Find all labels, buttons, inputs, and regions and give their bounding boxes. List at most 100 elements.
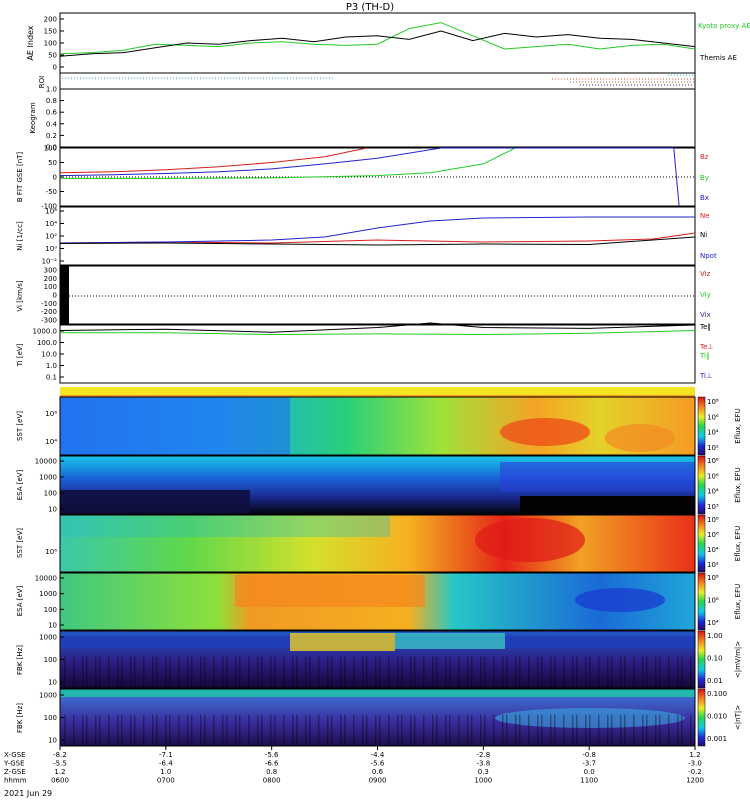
fbk-e-stripe — [95, 656, 97, 688]
ae-y-ticks: 200 150 100 50 0 — [44, 16, 64, 72]
fbk-e-stripe — [143, 656, 145, 688]
fbk-b-stripe — [296, 714, 298, 746]
bfield-tick-label: -100 — [41, 203, 57, 211]
fbk-b-stripe — [436, 714, 438, 746]
sst-electron-colorbar — [697, 396, 706, 456]
bz-line — [59, 147, 368, 174]
fbk-e-stripe — [484, 656, 486, 688]
fbk-b-stripe — [261, 714, 263, 746]
fbk-b-stripe — [550, 714, 552, 746]
fbk-e-stripe — [165, 656, 167, 688]
fbk-e-stripe — [99, 656, 101, 688]
esa-electron-colorbar-tick: 10⁶ — [707, 472, 719, 480]
fbk-e-stripe — [563, 656, 565, 688]
fbk-b-stripe — [156, 714, 158, 746]
x-axis-tick-label: 0.8 — [266, 768, 277, 776]
fbk-b-top-band — [60, 689, 695, 697]
fbk-e-stripe — [668, 656, 670, 688]
fbk-e-stripe — [677, 656, 679, 688]
legend-vix-label: Vix — [700, 311, 711, 319]
legend-bx-label: Bx — [700, 194, 709, 202]
fbk-e-stripe — [191, 656, 193, 688]
fbk-b-stripe — [130, 714, 132, 746]
fbk-e-stripe — [292, 656, 294, 688]
keogram-tick-label: 0.4 — [46, 120, 58, 128]
fbk-e-stripe — [327, 656, 329, 688]
fbk-b-stripe — [410, 714, 412, 746]
fbk-b-stripe — [191, 714, 193, 746]
x-axis-tick-label: -4.4 — [371, 751, 385, 759]
temperature-y-ticks: 1000.0 100.0 10.0 1.0 0.1 — [33, 328, 64, 382]
fbk-b-stripe — [362, 714, 364, 746]
fbk-b-stripe — [318, 714, 320, 746]
x-axis-tick-label: 0.6 — [372, 768, 384, 776]
esa-ion-tick-label: 10 — [48, 622, 57, 630]
ae-tick-label: 150 — [44, 28, 57, 36]
fbk-b-stripe — [515, 714, 517, 746]
sst-ion-tick: 10⁶ — [45, 548, 57, 556]
fbk-e-y-ticks: 1000 100 10 — [39, 634, 64, 687]
fbk-e-stripe — [130, 656, 132, 688]
velocity-tick-label: -100 — [41, 300, 57, 308]
keogram-y-label: Keogram — [29, 102, 37, 133]
fbk-e-stripe — [401, 656, 403, 688]
bfield-tick-label: 50 — [48, 159, 57, 167]
fbk-b-stripe — [117, 714, 119, 746]
fbk-b-stripe — [309, 714, 311, 746]
esa-ion-tick-label: 10000 — [35, 575, 57, 583]
fbk-b-stripe — [537, 714, 539, 746]
plot-title: P3 (TH-D) — [346, 2, 394, 13]
fbk-b-stripe — [467, 714, 469, 746]
velocity-tick-label: 200 — [44, 275, 57, 283]
x-axis-tick-label: -8.2 — [53, 751, 67, 759]
fbk-e-stripe — [642, 656, 644, 688]
roi-frame — [59, 72, 696, 90]
fbk-e-stripe — [204, 656, 206, 688]
fbk-e-stripe — [659, 656, 661, 688]
sst-electron-frame — [59, 396, 696, 456]
ae-tick-label: 0 — [53, 64, 57, 72]
fbk-e-stripe — [589, 656, 591, 688]
x-axis-row-label: Y-GSE — [3, 760, 25, 768]
fbk-b-stripe — [64, 714, 66, 746]
fbk-e-stripe — [257, 656, 259, 688]
fbk-b-stripe — [331, 714, 333, 746]
x-axis-tick-label: 1200 — [686, 777, 704, 785]
fbk-e-stripe — [283, 656, 285, 688]
esa-electron-colorbar-label: Eflux, EFU — [734, 467, 742, 502]
sst-ion-colorbar-tick: 10⁶ — [707, 531, 719, 539]
x-axis-tick-label: 1.0 — [160, 768, 171, 776]
fbk-b-panel: 1000 100 10 FBK [Hz] — [16, 688, 696, 747]
fbk-b-stripe — [589, 714, 591, 746]
ni-line — [59, 236, 696, 246]
fbk-e-stripe — [550, 656, 552, 688]
fbk-e-stripe — [633, 656, 635, 688]
sst-ion-y-label: SST [eV] — [16, 528, 24, 558]
bx-line — [59, 147, 680, 207]
esa-electron-black-band — [520, 496, 695, 514]
fbk-e-stripe — [432, 656, 434, 688]
keogram-y-ticks: 1.0 0.8 0.6 0.4 0.2 0.0 — [46, 86, 64, 152]
fbk-e-stripe — [493, 656, 495, 688]
sst-ion-colorbar-tick: 10⁴ — [707, 546, 719, 554]
fbk-e-stripe — [611, 656, 613, 688]
fbk-b-stripe — [585, 714, 587, 746]
sst-electron-colorbar-label: Eflux, EFU — [734, 408, 742, 443]
fbk-b-stripe — [257, 714, 259, 746]
themis-ae-line — [59, 30, 696, 57]
fbk-e-stripe — [200, 656, 202, 688]
fbk-e-y-label: FBK [Hz] — [16, 645, 24, 675]
fbk-b-colorbar-tick: 0.100 — [707, 690, 727, 698]
esa-ion-colorbar-tick: 10⁸ — [707, 574, 719, 582]
fbk-b-stripe — [134, 714, 136, 746]
fbk-e-stripe — [270, 656, 272, 688]
fbk-b-stripe — [445, 714, 447, 746]
legend-bz-label: Bz — [700, 153, 709, 161]
fbk-e-stripe — [226, 656, 228, 688]
fbk-e-stripe — [528, 656, 530, 688]
fbk-e-stripe — [572, 656, 574, 688]
fbk-e-stripe — [502, 656, 504, 688]
sst-ion-image — [60, 515, 695, 572]
fbk-e-stripe — [375, 656, 377, 688]
fbk-b-stripe — [633, 714, 635, 746]
